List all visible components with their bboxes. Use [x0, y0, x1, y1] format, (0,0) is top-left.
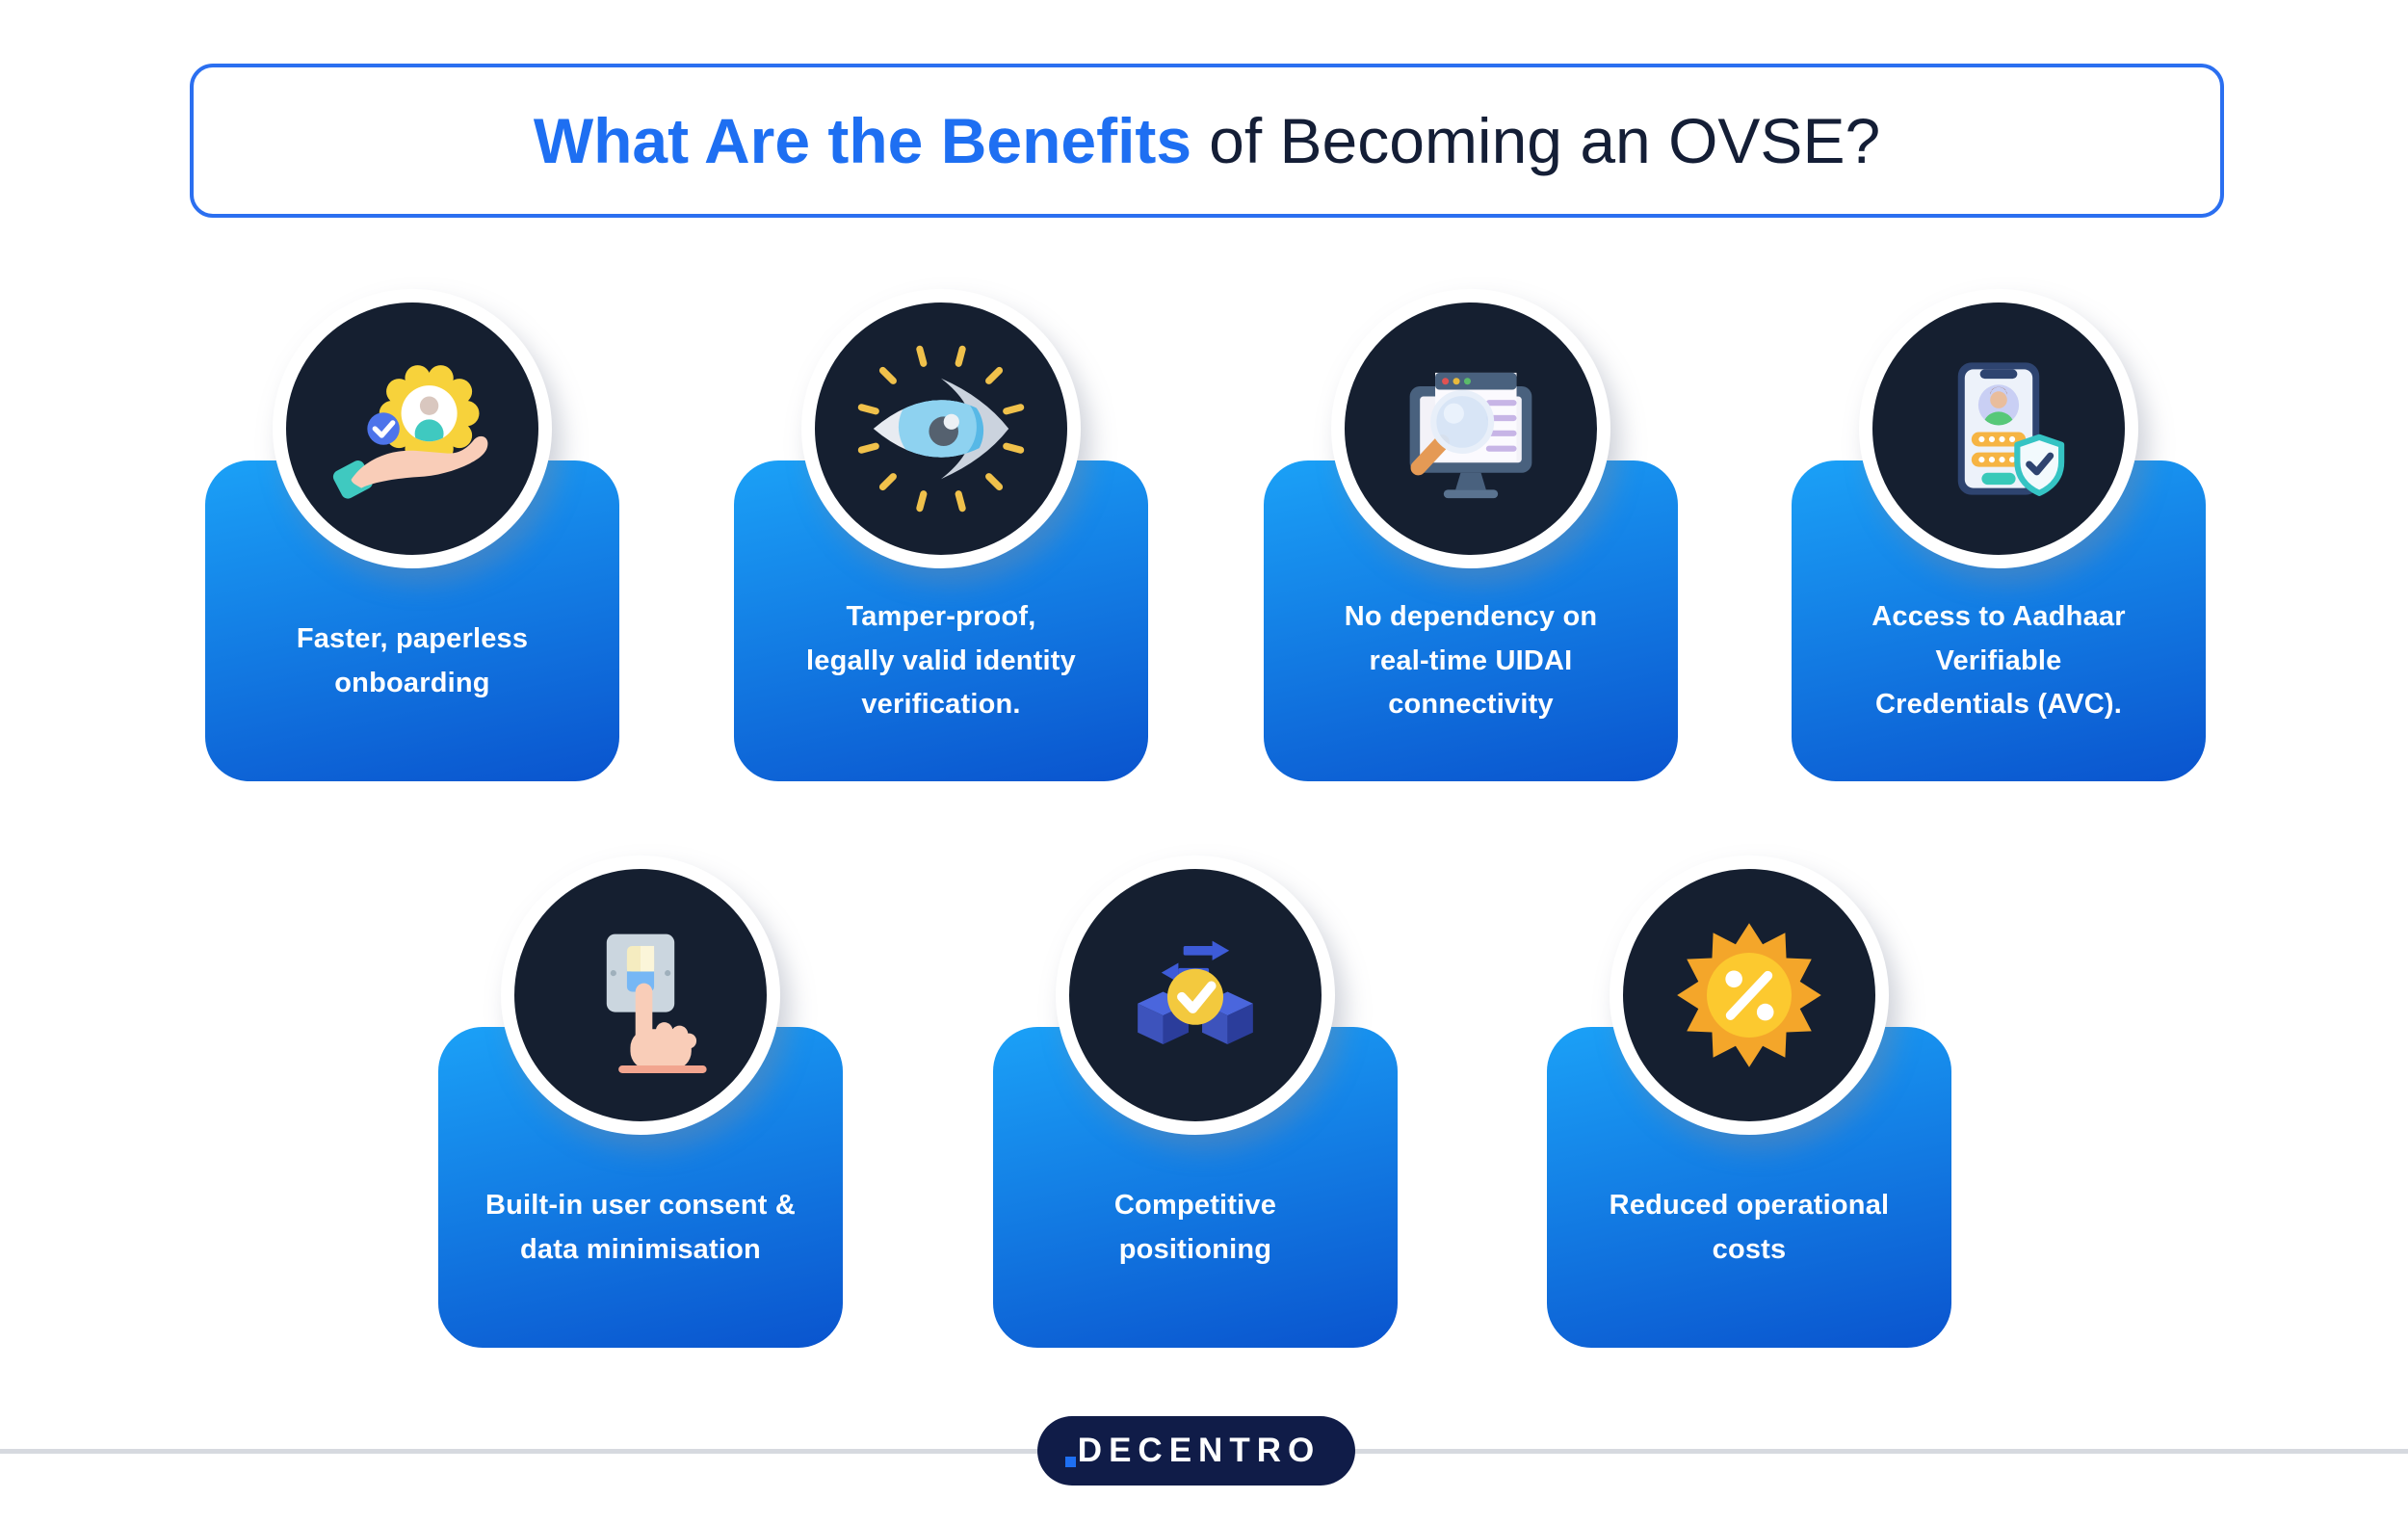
benefit-label: Access to Aadhaar Verifiable Credentials… [1871, 600, 2126, 721]
eye-icon [857, 345, 1025, 513]
consent-switch-icon [606, 933, 707, 1073]
phone-shield-icon [1957, 362, 2065, 496]
benefit-label: Faster, paperless onboarding [296, 622, 529, 698]
benefit-label: Reduced operational costs [1609, 1189, 1890, 1265]
benefit-card-faster-onboarding: Faster, paperless onboarding [205, 289, 619, 781]
benefit-card-no-uidai-dependency: No dependency on real-time UIDAI connect… [1264, 289, 1678, 781]
benefit-icon-circle [801, 289, 1081, 568]
title-box: What Are the Benefits of Becoming an OVS… [190, 64, 2224, 218]
hand-holding-verified-user-icon [332, 365, 488, 499]
benefit-label: Built-in user consent & data minimisatio… [484, 1189, 796, 1265]
cubes-check-icon [1138, 940, 1253, 1045]
benefit-label: Tamper-proof, legally valid identity ver… [806, 600, 1076, 721]
title-highlight: What Are the Benefits [533, 105, 1192, 176]
decentro-brand-text: DECENTRO [1064, 1432, 1321, 1470]
benefit-card-user-consent: Built-in user consent & data minimisatio… [438, 855, 843, 1356]
monitor-search-icon [1409, 372, 1532, 499]
benefit-label: Competitive positioning [1113, 1189, 1277, 1265]
benefit-icon-circle [1610, 855, 1889, 1135]
benefit-icon-circle [273, 289, 552, 568]
benefit-card-tamper-proof: Tamper-proof, legally valid identity ver… [734, 289, 1148, 781]
benefit-icon-circle [501, 855, 780, 1135]
decentro-logo-pill: DECENTRO [1037, 1416, 1355, 1486]
logo-dot [1064, 1457, 1076, 1467]
benefit-card-competitive-positioning: Competitive positioning [993, 855, 1398, 1356]
benefit-card-reduced-costs: Reduced operational costs [1547, 855, 1951, 1356]
benefit-icon-circle [1331, 289, 1610, 568]
benefit-card-avc-access: Access to Aadhaar Verifiable Credentials… [1792, 289, 2206, 781]
benefit-icon-circle [1859, 289, 2138, 568]
title-rest: of Becoming an OVSE? [1209, 105, 1881, 176]
benefit-icon-circle [1056, 855, 1335, 1135]
benefit-card-body: Built-in user consent & data minimisatio… [438, 1027, 843, 1348]
benefit-label: No dependency on real-time UIDAI connect… [1344, 600, 1598, 721]
benefit-card-body: Reduced operational costs [1547, 1027, 1951, 1348]
discount-badge-icon [1677, 923, 1821, 1067]
